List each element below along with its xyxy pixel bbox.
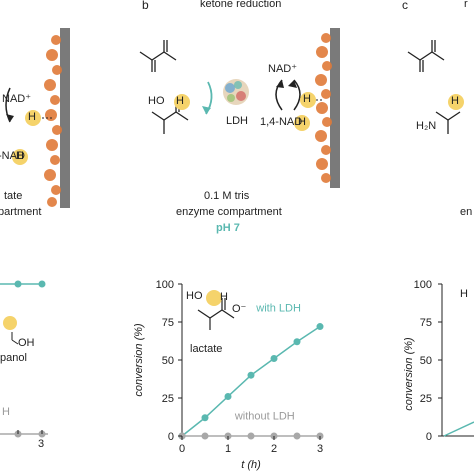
panel-c: c r H₂N H en 100 75 50 25 0 conversion (…: [360, 0, 474, 474]
nadh-h-b: H: [298, 116, 306, 128]
svg-text:100: 100: [414, 279, 432, 291]
h-electrode-b: H: [303, 93, 311, 105]
data-point: [224, 392, 232, 400]
chart-series: with LDH without LDH: [178, 302, 324, 440]
product-label: lactate: [190, 343, 223, 355]
h-label-b: H: [176, 95, 184, 107]
chart-c-partial: 100 75 50 25 0 conversion (%): [403, 279, 474, 443]
data-point: [201, 432, 209, 440]
reaction-scheme-c: [407, 40, 464, 134]
data-point: [247, 432, 255, 440]
panel-title-c: r: [464, 0, 468, 10]
compartment-a-line1: tate: [4, 190, 23, 202]
h-label-chart: H: [220, 291, 228, 303]
svg-text:50: 50: [420, 355, 432, 367]
chart-a-partial: [0, 280, 48, 438]
ho-label-chart: HO: [186, 290, 203, 302]
enzyme-label-b: LDH: [226, 115, 249, 127]
buffer-label-b: 0.1 M tris: [204, 190, 250, 202]
series-label-with-ldh: with LDH: [255, 302, 301, 314]
y-tick-label: 0: [168, 431, 174, 443]
panel-letter-b: b: [142, 0, 149, 12]
ph-label-b: pH 7: [216, 222, 240, 234]
compartment-a-line2: partment: [0, 206, 42, 218]
h-label-c: H: [451, 95, 459, 107]
oh-label-a: OH: [18, 337, 35, 349]
data-point: [247, 371, 255, 379]
conversion-chart: with LDH without LDH 0 25 50 75 100 0 1 2 3 t (h) c…: [133, 279, 324, 471]
svg-text:conversion (%): conversion (%): [403, 337, 415, 411]
y-tick-label: 100: [156, 279, 174, 291]
y-axis-label: conversion (%): [133, 323, 145, 397]
nadh-h-a: H: [16, 150, 24, 162]
chem-text-a: panol: [0, 352, 27, 364]
compartment-partial-c: en: [460, 206, 473, 218]
o-minus-chart: O⁻: [232, 303, 247, 315]
nadh-prefix-a: -NAD: [0, 150, 25, 162]
nad-ox-label-b: NAD⁺: [268, 63, 298, 75]
chart-ticks: 0 25 50 75 100 0 1 2 3 t (h) conversion (%): [133, 279, 323, 471]
panel-title-b: ketone reduction: [200, 0, 282, 10]
x-axis-label: t (h): [241, 459, 261, 471]
h2n-label-c: H₂N: [416, 120, 437, 132]
series-label-without-ldh: without LDH: [234, 410, 295, 422]
data-point: [293, 338, 301, 346]
x-tick-label: 2: [271, 443, 277, 455]
electrode-a: [5, 28, 70, 208]
nad-ox-label-a: NAD⁺: [2, 93, 32, 105]
data-point: [293, 432, 301, 440]
compartment-label-b: enzyme compartment: [176, 206, 282, 218]
x-tick-label: 3: [317, 443, 323, 455]
y-tick-label: 50: [162, 355, 174, 367]
legend-partial-a: H: [2, 406, 10, 418]
svg-text:75: 75: [420, 317, 432, 329]
x-tick-label: 1: [225, 443, 231, 455]
data-point: [316, 323, 324, 331]
y-tick-label: 75: [162, 317, 174, 329]
ho-label-b: HO: [148, 95, 165, 107]
x-tick-label: 0: [179, 443, 185, 455]
panel-a: NAD⁺ H -NAD H tate partment OH panol H 3: [0, 0, 110, 474]
x-tick-a: 3: [38, 438, 45, 450]
svg-text:25: 25: [420, 393, 432, 405]
y-label-partial-c: H: [460, 288, 468, 300]
panel-b: b ketone reduction: [110, 0, 360, 474]
reaction-scheme-b: [139, 28, 340, 188]
svg-text:0: 0: [426, 431, 432, 443]
y-tick-label: 25: [162, 393, 174, 405]
nadh-prefix-b: 1,4-NAD: [260, 116, 303, 128]
panel-letter-c: c: [402, 0, 408, 12]
data-point: [201, 414, 209, 422]
h-label-a: H: [28, 111, 36, 123]
data-point: [270, 354, 278, 362]
